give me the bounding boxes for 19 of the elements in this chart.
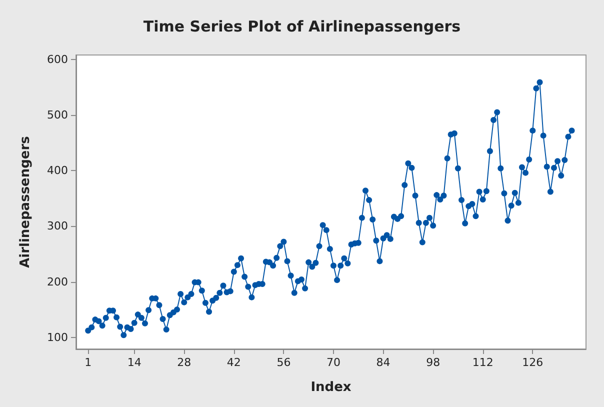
x-tick-label: 98 [426, 356, 440, 369]
x-tick-label: 56 [276, 356, 291, 369]
y-tick-label: 100 [47, 330, 68, 344]
y-tick-label: 200 [47, 275, 68, 288]
x-tick-label: 126 [522, 356, 544, 369]
y-tick-label: 400 [47, 164, 68, 178]
x-tick-label: 14 [127, 356, 142, 369]
chart-title: Time Series Plot of Airlinepassengers [143, 18, 461, 36]
y-axis-title: Airlinepassengers [18, 136, 33, 268]
y-tick-label: 600 [47, 52, 68, 66]
x-tick-label: 84 [376, 356, 390, 369]
x-tick-label: 112 [472, 356, 494, 369]
x-axis-title: Index [310, 380, 352, 395]
x-tick-label: 42 [226, 356, 241, 369]
x-tick-label: 70 [326, 356, 340, 369]
y-tick-label: 300 [47, 220, 68, 233]
x-tick-label: 28 [177, 356, 192, 369]
x-tick-label: 1 [84, 356, 92, 369]
y-tick-label: 500 [47, 108, 68, 122]
